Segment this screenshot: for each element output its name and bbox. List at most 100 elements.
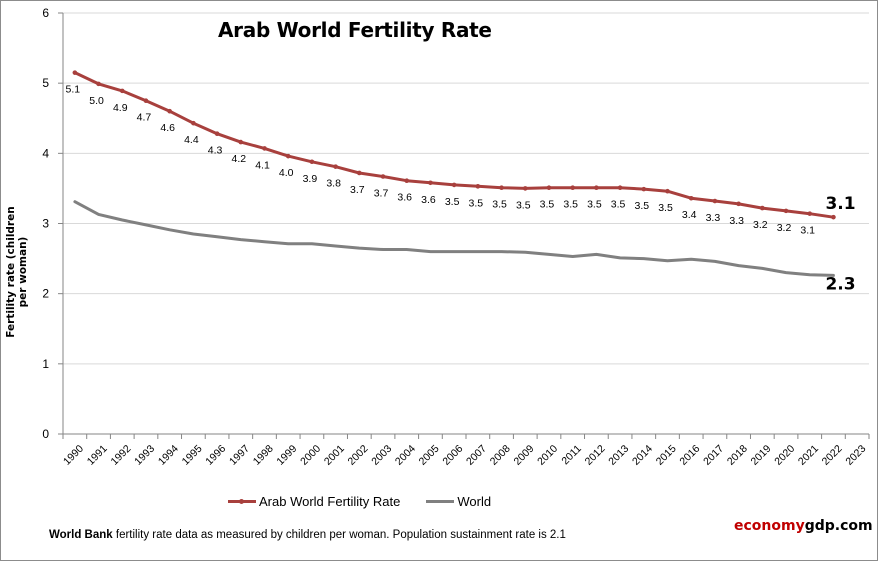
y-axis-label: Fertility rate (children per woman) [5,206,29,338]
end-label-world: 2.3 [825,274,855,294]
end-label-arab: 3.1 [825,194,855,214]
series-line-world [73,200,835,277]
x-tick-label: 2009 [511,443,536,468]
brand-part-economy: economy [734,518,805,534]
data-point [167,108,172,114]
data-point [333,164,338,169]
x-tick-label: 2001 [322,443,347,468]
brand-logo[interactable]: economygdp.com [734,518,873,534]
data-label: 3.5 [540,199,555,211]
data-label: 4.0 [279,167,294,179]
x-tick-label: 2016 [677,443,702,468]
x-tick-label: 1999 [274,443,299,468]
data-label: 4.7 [137,112,152,124]
x-tick-label: 2007 [464,443,489,468]
legend-swatch-world [426,500,455,503]
x-tick-label: 2011 [559,443,584,468]
y-tick-label: 0 [42,427,49,441]
data-point [499,185,504,191]
x-tick-label: 2019 [749,443,774,468]
x-tick-label: 2017 [701,443,726,468]
y-tick-label: 4 [42,146,49,160]
data-point [72,70,78,75]
data-point [641,186,647,192]
x-tick-label: 1996 [203,443,228,468]
data-point [404,178,410,183]
data-point [428,180,433,186]
x-tick-label: 2005 [417,443,442,468]
data-point [380,174,386,179]
data-label: 3.5 [492,199,507,211]
data-point [143,98,149,104]
legend-item-arab[interactable]: Arab World Fertility Rate [228,494,400,509]
footnote-text: fertility rate data as measured by child… [112,529,566,541]
x-tick-label: 2023 [843,443,868,468]
x-tick-label: 2010 [535,443,560,468]
data-label: 3.8 [326,178,341,190]
legend-marker-arab [239,498,244,504]
data-label: 3.5 [469,197,484,209]
data-point [760,205,765,211]
data-point [712,198,718,204]
x-tick-label: 2022 [820,443,845,468]
legend-item-world[interactable]: World [426,494,491,509]
x-tick-label: 1997 [227,443,252,468]
x-tick-label: 2018 [725,443,750,468]
x-tick-label: 1991 [85,443,110,468]
x-tick-label: 2013 [606,443,631,468]
legend-swatch-arab [228,498,256,504]
data-point [357,170,362,176]
data-point [309,159,315,165]
x-tick-label: 2012 [583,443,608,468]
data-point [570,185,575,191]
data-label: 4.9 [113,102,128,114]
data-label: 3.1 [800,225,815,237]
data-point [831,214,836,220]
legend-label-world: World [457,494,492,509]
data-label: 3.2 [777,222,792,234]
x-tick-label: 2000 [298,443,323,468]
data-point [451,182,457,188]
data-label: 3.7 [374,187,389,199]
x-tick-label: 2006 [440,443,465,468]
chart-title: Arab World Fertility Rate [218,18,492,42]
legend-label-arab: Arab World Fertility Rate [259,494,401,509]
data-label: 3.3 [729,215,744,227]
x-tick-label: 1990 [61,443,86,468]
data-point [736,201,741,207]
legend: Arab World Fertility Rate World [228,494,517,509]
data-point [665,188,670,194]
data-label: 3.9 [303,173,318,185]
data-label: 4.3 [208,145,223,157]
data-label: 3.5 [563,199,578,211]
data-point [688,195,694,201]
x-tick-label: 1994 [156,443,181,468]
data-label: 4.2 [231,153,246,165]
data-label: 4.4 [184,134,199,146]
x-tick-label: 2003 [369,443,394,468]
data-point [96,81,101,87]
data-label: 5.1 [66,84,81,96]
x-tick-label: 2021 [796,443,821,468]
data-point [475,184,481,189]
data-point [238,139,244,145]
x-tick-label: 2008 [488,443,513,468]
data-label: 3.5 [634,200,649,212]
y-tick-label: 2 [42,287,49,301]
data-point [214,131,220,136]
x-tick-label: 1992 [108,443,133,468]
data-label: 3.6 [421,194,436,206]
x-tick-label: 2020 [772,443,797,468]
data-point [522,186,528,191]
data-label: 3.5 [516,199,531,211]
y-tick-label: 5 [42,76,49,90]
data-label: 3.4 [682,209,697,221]
data-point [262,146,267,151]
data-point [783,208,789,214]
data-point [119,88,125,94]
data-point [546,185,552,191]
x-tick-label: 2014 [630,443,655,468]
data-label: 3.5 [611,199,626,211]
